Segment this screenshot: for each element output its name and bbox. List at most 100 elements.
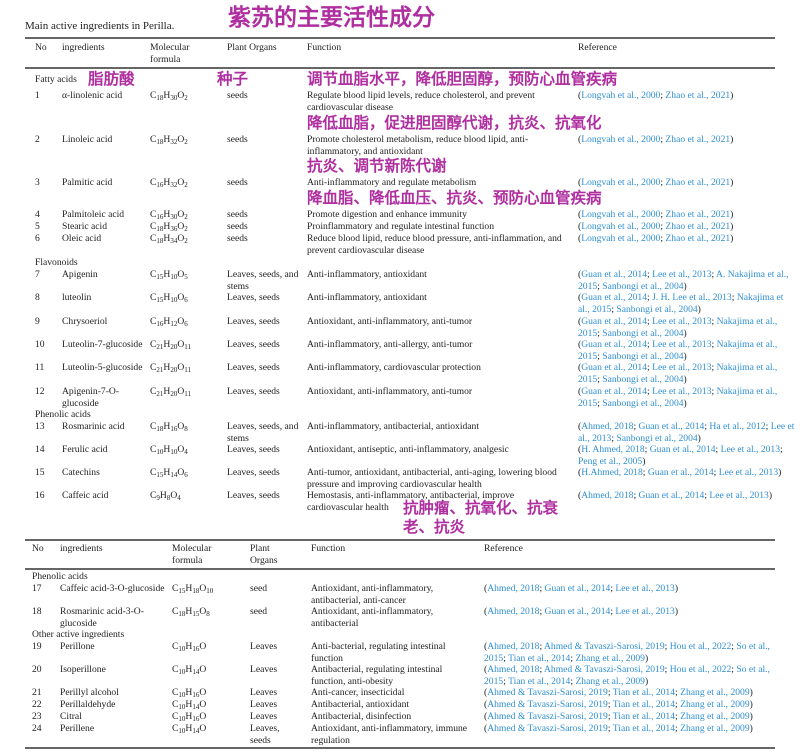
reference-link[interactable]: Sanbongi et al., 2004	[602, 327, 684, 339]
reference-link[interactable]: Zhao et al., 2021	[665, 177, 731, 188]
reference-link[interactable]: So et al., 2015	[484, 664, 770, 687]
reference-link[interactable]: Ahmed & Tavaszi-Sarosi, 2019	[487, 687, 608, 698]
reference-link[interactable]: Guan et al., 2014	[581, 386, 648, 397]
reference-link[interactable]: Ahmed, 2018	[487, 606, 540, 617]
reference-link[interactable]: Ahmed & Tavaszi-Sarosi, 2019	[487, 699, 608, 710]
reference-link[interactable]: A. Nakajima et al., 2015	[578, 269, 789, 292]
reference-link[interactable]: Zhang et al., 2009	[575, 675, 645, 687]
reference-link[interactable]: Zhang et al., 2009	[680, 699, 750, 710]
reference-link[interactable]: Ha et al., 2012	[709, 421, 766, 432]
function-text: Anti-inflammatory, antioxidant	[307, 269, 427, 280]
reference-link[interactable]: Lee et al., 2013	[652, 316, 712, 327]
reference-link[interactable]: Lee et al., 2013	[652, 269, 712, 280]
reference-list: (Longvah et al., 2000; Zhao et al., 2021…	[578, 209, 734, 220]
reference-link[interactable]: Lee et al., 2013	[615, 606, 675, 617]
reference-link[interactable]: Zhao et al., 2021	[665, 221, 731, 232]
reference-link[interactable]: J. H. Lee et al., 2013	[652, 292, 732, 303]
reference-link[interactable]: Tian et al., 2014	[612, 687, 676, 698]
molecular-formula: C18H36O2	[150, 221, 188, 233]
plant-organs: Leaves	[250, 687, 278, 698]
header-reference: Reference	[578, 42, 617, 53]
reference-link[interactable]: Longvah et al., 2000	[581, 90, 661, 101]
reference-link[interactable]: Sanbongi et al., 2004	[616, 432, 698, 444]
reference-link[interactable]: Guan et al., 2014	[581, 362, 648, 373]
reference-link[interactable]: Longvah et al., 2000	[581, 134, 661, 145]
reference-link[interactable]: Tian et al., 2014	[508, 652, 571, 664]
molecular-formula: C18H34O2	[150, 233, 188, 245]
function-text: Anti-bacterial, regulating intestinal fu…	[311, 641, 446, 664]
reference-link[interactable]: H.Ahmed, 2018	[581, 467, 643, 478]
reference-link[interactable]: Ahmed, 2018	[487, 583, 540, 594]
reference-link[interactable]: Guan et al., 2014	[581, 316, 648, 327]
header-ingredients: ingredients	[60, 543, 103, 554]
reference-link[interactable]: Zhang et al., 2009	[575, 652, 645, 664]
reference-link[interactable]: Hou et al., 2022	[669, 641, 732, 652]
reference-link[interactable]: Ahmed & Tavaszi-Sarosi, 2019	[487, 711, 608, 722]
reference-link[interactable]: H. Ahmed, 2018	[581, 444, 645, 455]
reference-link[interactable]: Sanbongi et al., 2004	[602, 397, 684, 409]
reference-link[interactable]: Sanbongi et al., 2004	[602, 373, 684, 385]
reference-link[interactable]: Ahmed & Tavaszi-Sarosi, 2019	[487, 723, 608, 734]
reference-link[interactable]: Guan et al., 2014	[649, 444, 716, 455]
reference-link[interactable]: Sanbongi et al., 2004	[616, 303, 698, 315]
reference-link[interactable]: Ahmed, 2018	[487, 664, 540, 675]
function-text: Promote digestion and enhance immunity	[307, 209, 467, 220]
reference-link[interactable]: Ahmed, 2018	[581, 490, 634, 501]
reference-link[interactable]: Zhang et al., 2009	[680, 723, 750, 734]
reference-link[interactable]: Ahmed, 2018	[487, 641, 540, 652]
reference-link[interactable]: Guan et al., 2014	[581, 339, 648, 350]
function-text: Reduce blood lipid, reduce blood pressur…	[307, 233, 562, 256]
reference-link[interactable]: Nakajima et al., 2015	[578, 386, 778, 409]
reference-link[interactable]: Ahmed, 2018	[581, 421, 634, 432]
reference-link[interactable]: Zhao et al., 2021	[665, 233, 731, 244]
reference-link[interactable]: Lee et al., 2013	[652, 386, 712, 397]
reference-link[interactable]: So et al., 2015	[484, 641, 770, 664]
reference-link[interactable]: Sanbongi et al., 2004	[602, 280, 684, 292]
row-number: 11	[35, 362, 45, 373]
reference-link[interactable]: Guan et al., 2014	[544, 606, 611, 617]
reference-link[interactable]: Guan et al., 2014	[647, 467, 714, 478]
reference-link[interactable]: Zhao et al., 2021	[665, 134, 731, 145]
reference-link[interactable]: Lee et al., 2013	[578, 421, 795, 444]
reference-link[interactable]: Nakajima et al., 2015	[578, 316, 778, 339]
reference-link[interactable]: Nakajima et al., 2015	[578, 339, 778, 362]
reference-link[interactable]: Sanbongi et al., 2004	[602, 350, 684, 362]
reference-link[interactable]: Longvah et al., 2000	[581, 221, 661, 232]
reference-link[interactable]: Guan et al., 2014	[638, 421, 705, 432]
row-number: 18	[32, 606, 42, 617]
table2-header-rule	[25, 568, 775, 570]
reference-link[interactable]: Guan et al., 2014	[581, 269, 648, 280]
reference-link[interactable]: Longvah et al., 2000	[581, 233, 661, 244]
reference-link[interactable]: Nakajima et al., 2015	[578, 362, 778, 385]
reference-link[interactable]: Lee et al., 2013	[652, 362, 712, 373]
reference-link[interactable]: Tian et al., 2014	[612, 711, 676, 722]
ingredient-name: Isoperillone	[60, 664, 106, 675]
reference-link[interactable]: Lee et al., 2013	[615, 583, 675, 594]
reference-link[interactable]: Ahmed & Tavaszi-Sarosi, 2019	[543, 641, 665, 652]
reference-link[interactable]: Guan et al., 2014	[581, 292, 648, 303]
function-text: Antioxidant, anti-inflammatory, immune r…	[311, 723, 468, 746]
reference-link[interactable]: Tian et al., 2014	[508, 675, 571, 687]
reference-link[interactable]: Zhang et al., 2009	[680, 711, 750, 722]
reference-link[interactable]: Zhang et al., 2009	[680, 687, 750, 698]
reference-link[interactable]: Longvah et al., 2000	[581, 209, 661, 220]
molecular-formula: C16H32O2	[150, 177, 188, 189]
reference-link[interactable]: Zhao et al., 2021	[665, 209, 731, 220]
reference-link[interactable]: Guan et al., 2014	[638, 490, 705, 501]
reference-link[interactable]: Hou et al., 2022	[669, 664, 732, 675]
reference-link[interactable]: Lee et al., 2013	[718, 467, 779, 478]
reference-link[interactable]: Peng et al., 2005	[578, 455, 643, 467]
reference-link[interactable]: Nakajima et al., 2015	[578, 292, 784, 315]
reference-link[interactable]: Ahmed & Tavaszi-Sarosi, 2019	[543, 664, 665, 675]
ingredient-name: Palmitic acid	[62, 177, 113, 188]
header-organs: Plant Organs	[227, 42, 277, 53]
reference-link[interactable]: Longvah et al., 2000	[581, 177, 661, 188]
reference-link[interactable]: Tian et al., 2014	[612, 723, 676, 734]
reference-link[interactable]: Lee et al., 2013	[720, 444, 781, 455]
reference-link[interactable]: Tian et al., 2014	[612, 699, 676, 710]
reference-link[interactable]: Guan et al., 2014	[544, 583, 611, 594]
reference-link[interactable]: Lee et al., 2013	[652, 339, 712, 350]
reference-link[interactable]: Zhao et al., 2021	[665, 90, 731, 101]
reference-link[interactable]: Lee et al., 2013	[709, 490, 769, 501]
